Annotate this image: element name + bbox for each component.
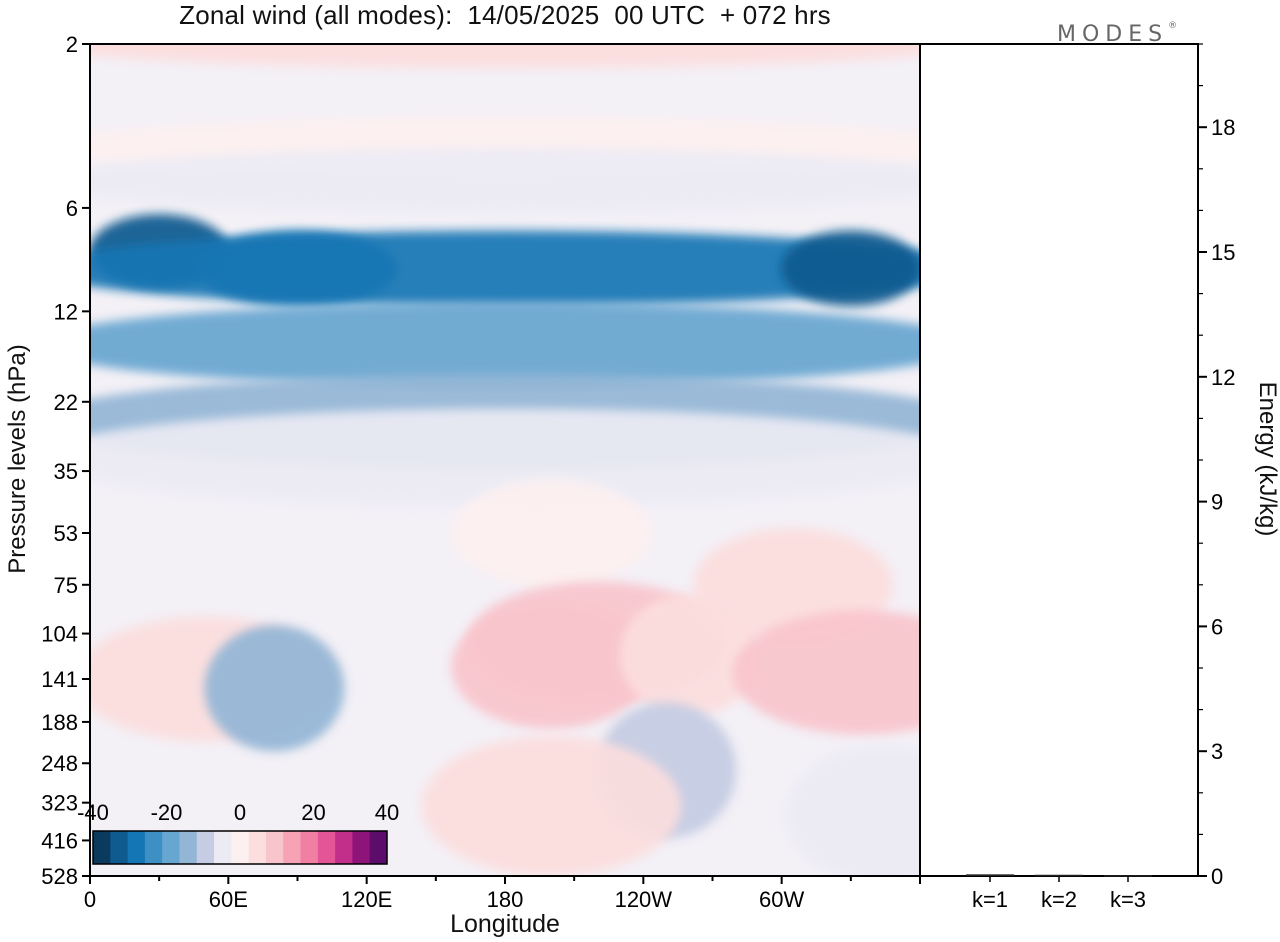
colorbar-swatch xyxy=(231,831,250,864)
y-tick-label: 53 xyxy=(54,521,78,546)
y-tick-label: 188 xyxy=(41,710,78,735)
colorbar-label: -40 xyxy=(77,800,109,825)
wind-feature xyxy=(421,735,682,876)
pressure-axis: 2 6 12 22 35 53 75 104 141 188 248 323 416 528 xyxy=(41,32,90,889)
colorbar-label: 20 xyxy=(301,800,325,825)
energy-tick-label: 15 xyxy=(1211,240,1235,265)
x-tick-label: 180 xyxy=(487,887,524,912)
colorbar-swatch xyxy=(93,831,111,864)
y-tick-label: 75 xyxy=(54,573,78,598)
x-tick-label: 120E xyxy=(341,887,392,912)
energy-axis-title: Energy (kJ/kg) xyxy=(1254,381,1280,537)
colorbar-swatch xyxy=(335,831,353,864)
colorbar: -40 -20 0 20 40 xyxy=(77,800,399,865)
zonal-wind-heatmap xyxy=(90,44,920,876)
modes-logo: MODES® xyxy=(1057,21,1177,47)
x-axis-title: Longitude xyxy=(450,910,560,938)
energy-panel-frame xyxy=(919,43,1199,877)
logo-registered-mark: ® xyxy=(1168,21,1178,31)
energy-bar xyxy=(1035,874,1083,877)
y-tick-label: 141 xyxy=(41,667,78,692)
wind-feature xyxy=(780,230,920,307)
energy-tick-label: 0 xyxy=(1211,864,1223,889)
logo-text: MODES xyxy=(1057,22,1169,47)
x-tick-label: 60E xyxy=(209,887,248,912)
wind-feature xyxy=(90,148,920,214)
y-tick-label: 35 xyxy=(54,459,78,484)
wind-feature xyxy=(90,302,920,388)
energy-tick-label: 12 xyxy=(1211,365,1235,390)
colorbar-label: -20 xyxy=(151,800,183,825)
wind-feature xyxy=(90,230,920,307)
energy-category-label: k=1 xyxy=(972,887,1008,912)
x-tick-label: 60W xyxy=(759,887,804,912)
energy-bar xyxy=(1104,875,1152,877)
colorbar-swatch xyxy=(214,831,232,864)
colorbar-swatch xyxy=(265,831,284,864)
colorbar-label: 40 xyxy=(375,800,399,825)
energy-bar xyxy=(966,874,1014,876)
wind-feature xyxy=(732,610,920,735)
energy-tick-label: 6 xyxy=(1211,614,1223,639)
wind-feature xyxy=(204,625,345,752)
colorbar-swatch xyxy=(179,831,198,864)
colorbar-swatch xyxy=(369,831,388,864)
x-tick-label: 0 xyxy=(84,887,96,912)
energy-tick-label: 18 xyxy=(1211,115,1235,140)
colorbar-border xyxy=(92,830,388,865)
y-tick-label: 12 xyxy=(54,299,78,324)
energy-panel: 0 3 6 9 12 15 18 k=1 k=2 k=3 xyxy=(966,43,1235,912)
colorbar-swatch xyxy=(352,831,371,864)
colorbar-swatch xyxy=(196,831,215,864)
y-tick-label: 6 xyxy=(66,196,78,221)
y-tick-label: 22 xyxy=(54,390,78,415)
colorbar-swatch xyxy=(317,831,336,864)
y-tick-label: 528 xyxy=(41,864,78,889)
y-axis-title: Pressure levels (hPa) xyxy=(4,344,31,574)
y-tick-label: 248 xyxy=(41,751,78,776)
colorbar-swatch xyxy=(248,831,267,864)
colorbar-swatch xyxy=(300,831,319,864)
longitude-axis: 0 60E 120E 180 120W 60W xyxy=(84,876,921,912)
colorbar-swatch xyxy=(127,831,146,864)
wind-feature xyxy=(785,743,920,876)
colorbar-swatch xyxy=(162,831,180,864)
colorbar-swatch xyxy=(144,831,163,864)
energy-category-label: k=3 xyxy=(1110,887,1146,912)
wind-feature xyxy=(90,44,920,69)
colorbar-swatch xyxy=(110,831,129,864)
chart-title: Zonal wind (all modes): 14/05/2025 00 UT… xyxy=(179,0,831,30)
energy-category-label: k=2 xyxy=(1041,887,1077,912)
y-tick-label: 323 xyxy=(41,791,78,816)
colorbar-label: 0 xyxy=(234,800,246,825)
colorbar-swatch xyxy=(283,831,302,864)
energy-tick-label: 3 xyxy=(1211,739,1223,764)
y-tick-label: 416 xyxy=(41,828,78,853)
wind-feature xyxy=(451,479,652,587)
x-tick-label: 120W xyxy=(615,887,673,912)
energy-tick-label: 9 xyxy=(1211,490,1223,515)
y-tick-label: 2 xyxy=(66,32,78,57)
wind-feature xyxy=(90,408,920,507)
y-tick-label: 104 xyxy=(41,622,78,647)
